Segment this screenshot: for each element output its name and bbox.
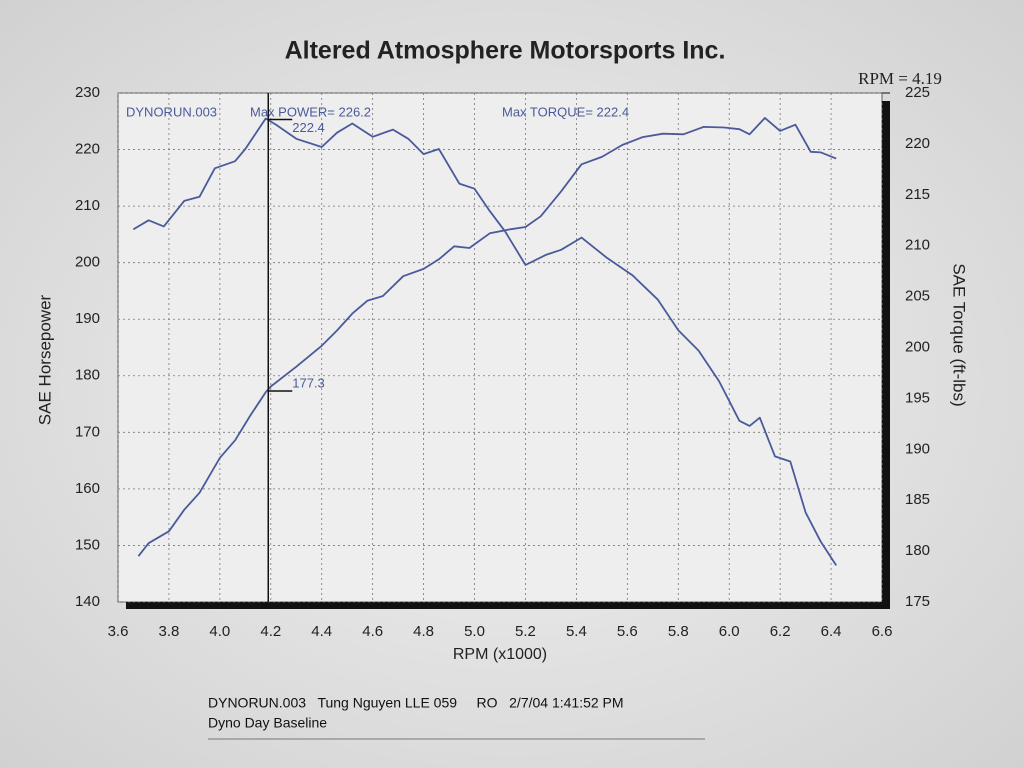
- x-tick-label: 3.6: [108, 623, 129, 640]
- y-tick-label: 150: [75, 536, 100, 553]
- y2-tick-label: 225: [905, 84, 930, 101]
- y-tick-label: 190: [75, 310, 100, 327]
- y-tick-label: 140: [75, 593, 100, 610]
- y-tick-label: 160: [75, 480, 100, 497]
- x-axis-label: RPM (x1000): [453, 646, 547, 663]
- y2-tick-label: 185: [905, 491, 930, 508]
- cursor-annotation: RPM = 4.19: [858, 69, 942, 88]
- series-line: [132, 117, 837, 566]
- x-tick-label: 4.6: [362, 623, 383, 640]
- run-label: DYNORUN.003: [126, 104, 217, 119]
- footer-line: Dyno Day Baseline: [208, 715, 327, 731]
- x-tick-label: 5.0: [464, 623, 485, 640]
- y-tick-label: 230: [75, 84, 100, 101]
- y2-tick-label: 215: [905, 186, 930, 203]
- cursor-readout: 222.4: [292, 120, 325, 135]
- y2-tick-label: 195: [905, 389, 930, 406]
- footer-line: DYNORUN.003 Tung Nguyen LLE 059 RO 2/7/0…: [208, 695, 624, 711]
- y-tick-label: 170: [75, 423, 100, 440]
- y2-tick-label: 190: [905, 440, 930, 457]
- y2-tick-label: 200: [905, 338, 930, 355]
- x-tick-label: 5.4: [566, 623, 587, 640]
- y2-tick-label: 210: [905, 237, 930, 254]
- x-tick-label: 6.2: [770, 623, 791, 640]
- x-tick-label: 5.6: [617, 623, 638, 640]
- y2-axis-label: SAE Torque (ft-lbs): [950, 263, 969, 406]
- x-tick-label: 4.2: [260, 623, 281, 640]
- plot-shadow-bottom: [126, 602, 890, 609]
- y-tick-label: 220: [75, 141, 100, 158]
- y-tick-label: 200: [75, 254, 100, 271]
- y2-tick-label: 220: [905, 135, 930, 152]
- x-tick-label: 5.8: [668, 623, 689, 640]
- chart-title: Altered Atmosphere Motorsports Inc.: [285, 37, 726, 65]
- y-tick-label: 180: [75, 367, 100, 384]
- cursor-readout: 177.3: [292, 375, 325, 390]
- max-power: Max POWER= 226.2: [250, 104, 371, 119]
- plot-area: [117, 92, 883, 603]
- x-tick-label: 4.0: [209, 623, 230, 640]
- y2-tick-label: 175: [905, 593, 930, 610]
- x-tick-label: 4.8: [413, 623, 434, 640]
- x-tick-label: 6.4: [821, 623, 842, 640]
- y2-tick-label: 180: [905, 542, 930, 559]
- series-line: [137, 117, 837, 557]
- x-tick-label: 6.6: [872, 623, 893, 640]
- max-torque: Max TORQUE= 222.4: [502, 104, 629, 119]
- y-tick-label: 210: [75, 197, 100, 214]
- x-tick-label: 6.0: [719, 623, 740, 640]
- y2-tick-label: 205: [905, 288, 930, 305]
- y-axis-label: SAE Horsepower: [35, 294, 54, 425]
- x-tick-label: 5.2: [515, 623, 536, 640]
- x-tick-label: 4.4: [311, 623, 332, 640]
- plot-shadow-right: [882, 101, 890, 609]
- x-tick-label: 3.8: [159, 623, 180, 640]
